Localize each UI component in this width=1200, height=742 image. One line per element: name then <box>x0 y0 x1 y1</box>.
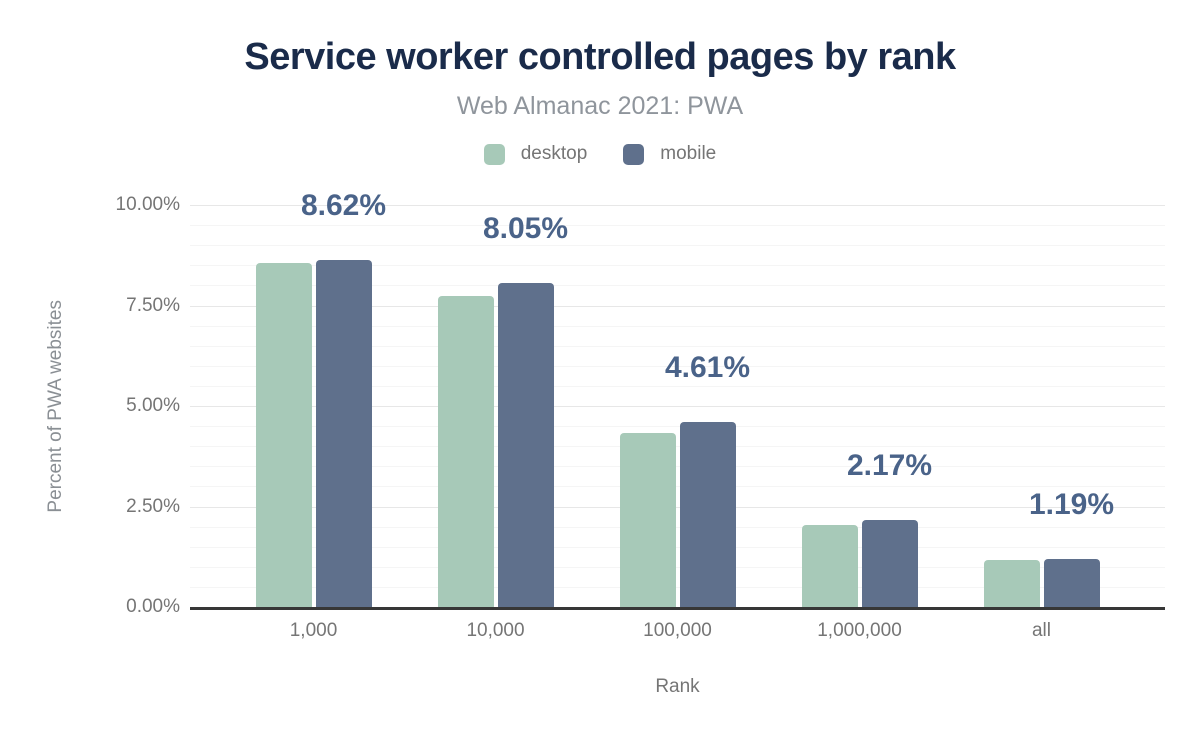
data-label: 4.61% <box>664 350 751 384</box>
minor-gridline <box>190 245 1165 247</box>
minor-gridline <box>190 345 1165 347</box>
y-tick-label: 5.00% <box>126 395 180 416</box>
x-tick-label: 1,000,000 <box>817 620 902 641</box>
minor-gridline <box>190 446 1165 448</box>
x-tick-label: 10,000 <box>466 620 525 641</box>
minor-gridline <box>190 526 1165 528</box>
bar-desktop-10000 <box>437 296 494 607</box>
y-tick-label: 7.50% <box>126 294 180 316</box>
bar-desktop-100000 <box>619 432 676 607</box>
minor-gridline <box>190 586 1165 588</box>
bar-mobile-100000 <box>679 421 736 607</box>
mobile-swatch-icon <box>623 143 645 165</box>
y-axis-title: Percent of PWA websites <box>45 299 66 513</box>
major-gridline <box>190 506 1165 508</box>
bar-desktop-1000 <box>255 263 312 607</box>
bar-mobile-10000 <box>497 283 554 607</box>
major-gridline <box>190 305 1165 307</box>
y-tick-label: 2.50% <box>126 495 180 517</box>
major-gridline <box>190 406 1165 407</box>
legend: desktop mobile <box>0 143 1200 165</box>
x-axis-title: Rank <box>655 676 700 697</box>
legend-item-mobile: mobile <box>623 143 716 165</box>
minor-gridline <box>190 546 1165 548</box>
minor-gridline <box>190 466 1165 468</box>
bar-desktop-1000000 <box>801 525 858 607</box>
major-gridline <box>190 205 1165 206</box>
minor-gridline <box>190 325 1165 327</box>
data-label: 8.62% <box>300 189 387 223</box>
y-tick-label: 0.00% <box>126 596 180 617</box>
y-tick-label: 10.00% <box>115 194 180 215</box>
minor-gridline <box>190 426 1165 428</box>
desktop-swatch-icon <box>483 143 505 165</box>
minor-gridline <box>190 566 1165 568</box>
chart-subtitle: Web Almanac 2021: PWA <box>456 92 744 120</box>
data-label: 8.05% <box>482 212 569 246</box>
legend-label-mobile: mobile <box>660 143 717 164</box>
minor-gridline <box>190 265 1165 267</box>
chart-title: Service worker controlled pages by rank <box>244 36 956 78</box>
bar-mobile-all <box>1043 559 1100 607</box>
bar-desktop-all <box>983 559 1040 607</box>
minor-gridline <box>190 225 1165 227</box>
legend-item-desktop: desktop <box>483 143 588 165</box>
plot-area: 0.00% 2.50% 5.00% 7.50% 10.00% 8.62% 1,000 8.05… <box>116 190 1165 641</box>
minor-gridline <box>190 285 1165 287</box>
minor-gridline <box>190 486 1165 488</box>
x-tick-label: all <box>1031 620 1051 641</box>
legend-label-desktop: desktop <box>520 143 588 164</box>
x-tick-label: 100,000 <box>643 620 712 641</box>
data-label: 2.17% <box>846 448 933 482</box>
bar-mobile-1000000 <box>861 519 918 607</box>
bar-mobile-1000 <box>315 260 372 607</box>
minor-gridline <box>190 365 1165 367</box>
x-tick-label: 1,000 <box>289 620 338 641</box>
minor-gridline <box>190 385 1165 387</box>
data-label: 1.19% <box>1028 488 1115 522</box>
